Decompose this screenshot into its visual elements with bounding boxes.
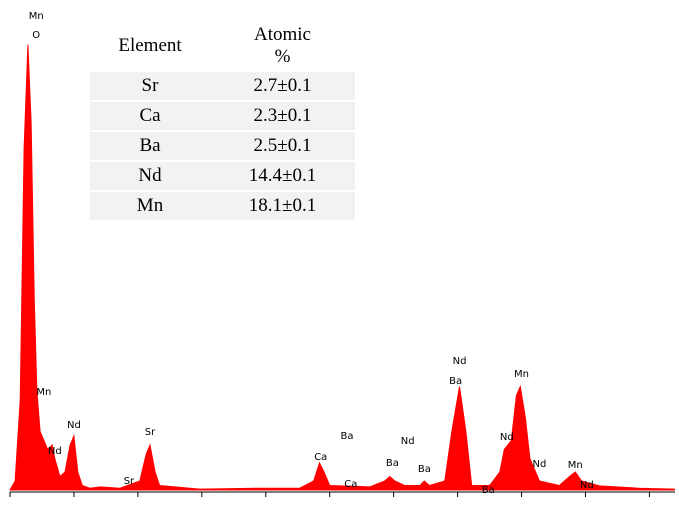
peak-label: Ca xyxy=(314,452,327,463)
peak-label: Nd xyxy=(533,459,547,470)
table-cell: 2.3±0.1 xyxy=(210,102,355,130)
spectrum xyxy=(9,44,675,491)
peak-label: Nd xyxy=(453,356,467,367)
peak-label: Ba xyxy=(449,376,462,387)
header-cell: Element xyxy=(118,35,182,56)
composition-table: Element Atomic % Sr 2.7±0.1 Ca 2.3±0.1 Ba 2.5… xyxy=(90,20,355,222)
header-cell: Atomic % xyxy=(254,24,311,67)
table-cell: Ba xyxy=(90,132,210,160)
peak-label: Mn xyxy=(29,11,44,22)
table-cell: 18.1±0.1 xyxy=(210,192,355,220)
peak-label: Nd xyxy=(580,480,594,491)
table-cell: Nd xyxy=(90,162,210,190)
peak-label: Nd xyxy=(48,446,62,457)
peak-label: Ba xyxy=(386,458,399,469)
peak-label: Nd xyxy=(401,436,415,447)
peak-label: Sr xyxy=(145,427,156,438)
table-cell: 14.4±0.1 xyxy=(210,162,355,190)
table-cell: 2.7±0.1 xyxy=(210,72,355,100)
peak-label: Mn xyxy=(36,387,51,398)
peak-label: Nd xyxy=(67,420,81,431)
header-row: Element Atomic % xyxy=(90,22,355,70)
peak-label: Sr xyxy=(124,476,135,487)
table-cell: Ca xyxy=(90,102,210,130)
peak-label: Mn xyxy=(514,369,529,380)
peak-label: O xyxy=(32,30,40,41)
peak-label: Ba xyxy=(418,464,431,475)
table-cell: Sr xyxy=(90,72,210,100)
table-row: Mn 18.1±0.1 xyxy=(90,192,355,220)
peak-label: Ba xyxy=(482,485,495,496)
peak-label: Ca xyxy=(344,479,357,490)
table-row: Sr 2.7±0.1 xyxy=(90,72,355,100)
peak-label: Nd xyxy=(500,432,514,443)
table-cell: 2.5±0.1 xyxy=(210,132,355,160)
table-cell: Mn xyxy=(90,192,210,220)
table-row: Ca 2.3±0.1 xyxy=(90,102,355,130)
peak-label: Mn xyxy=(568,460,583,471)
table-row: Ba 2.5±0.1 xyxy=(90,132,355,160)
peak-label: Ba xyxy=(340,431,353,442)
table-row: Nd 14.4±0.1 xyxy=(90,162,355,190)
